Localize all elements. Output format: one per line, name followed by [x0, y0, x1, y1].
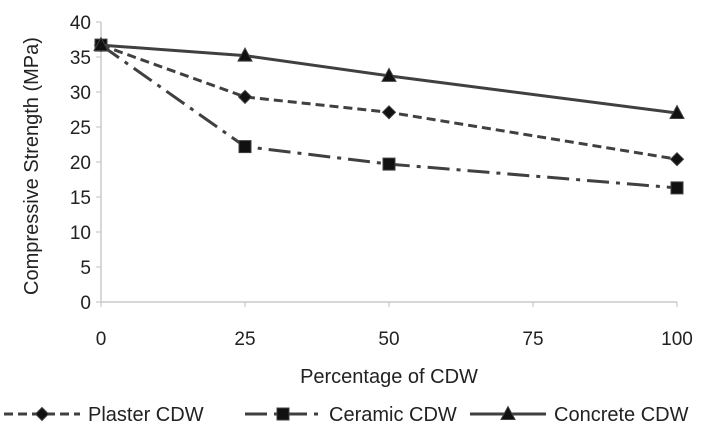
- series-concrete-cdw: [93, 36, 685, 119]
- data-point-concrete-cdw: [669, 104, 685, 119]
- y-tick-label: 25: [70, 118, 91, 139]
- y-tick-label: 0: [80, 293, 91, 314]
- data-point-ceramic-cdw: [670, 181, 684, 195]
- y-axis: 0 5 10 15 20 25 30 35 40: [70, 13, 102, 314]
- x-axis: 0 25 50 75 100: [96, 301, 693, 350]
- series-line-concrete-cdw: [100, 43, 678, 115]
- x-tick-label: 100: [661, 329, 693, 350]
- legend-marker-concrete-cdw: [500, 405, 516, 420]
- legend-label-concrete-cdw: Concrete CDW: [554, 404, 689, 426]
- legend-marker-ceramic-cdw: [276, 407, 290, 421]
- y-axis-title: Compressive Strength (MPa): [21, 37, 43, 295]
- data-point-plaster-cdw: [237, 89, 253, 105]
- legend: Plaster CDW Ceramic CDW Concrete CDW: [4, 404, 689, 426]
- y-tick-label: 5: [80, 258, 91, 279]
- data-point-plaster-cdw: [381, 105, 397, 120]
- legend-marker-plaster-cdw: [34, 406, 50, 422]
- legend-item-concrete-cdw: Concrete CDW: [470, 404, 689, 426]
- y-tick-label: 30: [70, 83, 91, 104]
- x-tick-label: 25: [234, 329, 255, 350]
- legend-label-plaster-cdw: Plaster CDW: [88, 404, 204, 426]
- data-point-concrete-cdw: [93, 36, 109, 52]
- x-tick-label: 75: [522, 329, 543, 350]
- data-point-ceramic-cdw: [382, 157, 396, 171]
- y-tick-label: 40: [70, 13, 91, 34]
- legend-item-ceramic-cdw: Ceramic CDW: [245, 404, 457, 426]
- data-point-concrete-cdw: [381, 67, 397, 82]
- data-point-plaster-cdw: [669, 151, 685, 167]
- series-layer: [93, 36, 685, 195]
- legend-label-ceramic-cdw: Ceramic CDW: [329, 404, 457, 426]
- y-tick-label: 15: [70, 188, 91, 209]
- y-tick-label: 10: [70, 223, 91, 244]
- x-tick-label: 0: [96, 329, 107, 350]
- y-tick-label: 20: [70, 153, 91, 174]
- x-tick-label: 50: [378, 329, 399, 350]
- y-tick-label: 35: [70, 48, 91, 69]
- data-point-ceramic-cdw: [238, 140, 252, 154]
- x-axis-title: Percentage of CDW: [300, 366, 478, 388]
- series-line-plaster-cdw: [100, 43, 678, 161]
- data-point-concrete-cdw: [237, 47, 253, 62]
- legend-item-plaster-cdw: Plaster CDW: [4, 404, 204, 426]
- series-line-ceramic-cdw: [100, 43, 678, 190]
